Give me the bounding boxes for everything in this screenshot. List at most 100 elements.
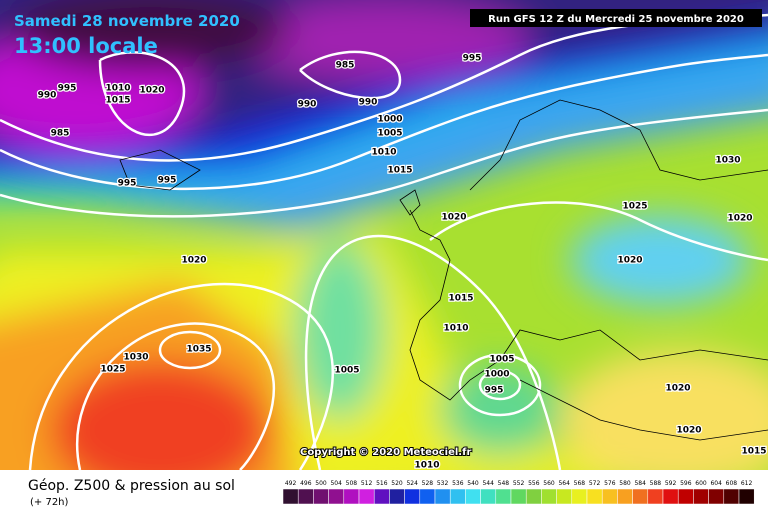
colorbar-swatch xyxy=(328,488,345,505)
colorbar-swatch xyxy=(677,488,694,505)
isobar-label: 1005 xyxy=(334,366,359,376)
colorbar-swatch xyxy=(282,488,299,505)
isobar-label: 1015 xyxy=(741,447,766,457)
colorbar-swatch xyxy=(738,488,755,505)
isobar-label: 995 xyxy=(485,386,504,396)
isobar-label: 1010 xyxy=(371,148,396,158)
colorbar-swatch xyxy=(495,488,512,505)
colorbar-label: 552 xyxy=(513,480,525,487)
colorbar-swatch xyxy=(647,488,664,505)
isobar-label: 1020 xyxy=(665,384,690,394)
colorbar-swatch xyxy=(297,488,314,505)
isobar-label: 1020 xyxy=(676,426,701,436)
colorbar-label: 580 xyxy=(619,480,631,487)
isobar-label: 1005 xyxy=(489,355,514,365)
run-label: Run GFS 12 Z du Mercredi 25 novembre 202… xyxy=(488,14,744,25)
isobar-label: 1015 xyxy=(387,166,412,176)
run-box xyxy=(470,9,762,27)
footer-title: Géop. Z500 & pression au sol xyxy=(28,478,235,494)
colorbar-swatch xyxy=(389,488,405,505)
isobar-label: 1020 xyxy=(181,256,206,266)
colorbar-label: 608 xyxy=(726,480,738,487)
colorbar-label: 596 xyxy=(680,480,692,487)
colorbar-label: 584 xyxy=(634,480,646,487)
colorbar-label: 556 xyxy=(528,480,540,487)
isobar-label: 1020 xyxy=(441,213,466,223)
colorbar-label: 520 xyxy=(391,480,403,487)
colorbar-label: 544 xyxy=(482,480,494,487)
isobar-label: 1020 xyxy=(727,214,752,224)
colorbar-swatch xyxy=(343,488,360,505)
isobar-label: 1000 xyxy=(377,115,402,125)
colorbar-swatch xyxy=(480,488,497,505)
colorbar-label: 540 xyxy=(467,480,479,487)
colorbar-label: 604 xyxy=(710,480,722,487)
colorbar-label: 532 xyxy=(437,480,449,487)
isobar-label: 1030 xyxy=(715,156,740,166)
colorbar-swatch xyxy=(708,488,725,505)
colorbar-swatch xyxy=(693,488,709,505)
colorbar-swatch xyxy=(313,488,329,505)
date-label: Samedi 28 novembre 2020 xyxy=(14,12,240,30)
colorbar-label: 504 xyxy=(330,480,342,487)
colorbar-label: 528 xyxy=(422,480,434,487)
colorbar-label: 576 xyxy=(604,480,616,487)
isobar-label: 990 xyxy=(359,98,378,108)
colorbar-swatch xyxy=(571,488,588,505)
isobar-label: 1010 xyxy=(443,324,468,334)
colorbar-label: 516 xyxy=(376,480,388,487)
colorbar-label: 564 xyxy=(558,480,570,487)
colorbar-label: 536 xyxy=(452,480,464,487)
colorbar-swatch xyxy=(373,488,390,505)
coastlines xyxy=(119,99,768,441)
colorbar-label: 588 xyxy=(650,480,662,487)
colorbar-label: 508 xyxy=(346,480,358,487)
isobar-label: 1000 xyxy=(484,370,509,380)
colorbar-swatch xyxy=(632,488,649,505)
isobar-label: 985 xyxy=(51,129,70,139)
colorbar-swatch xyxy=(449,488,466,505)
isobar-label: 1015 xyxy=(105,96,130,106)
colorbar-label: 496 xyxy=(300,480,312,487)
isobar-label: 1020 xyxy=(139,86,164,96)
colorbar-label: 524 xyxy=(406,480,418,487)
colorbar-label: 572 xyxy=(589,480,601,487)
colorbar: 492 496 500 504 508 512 516 520 524 528 532 536 540 5… xyxy=(282,480,755,505)
isobar-label: 1020 xyxy=(617,256,642,266)
isobar-label: 985 xyxy=(336,61,355,71)
colorbar-swatch xyxy=(556,488,573,505)
isobar-label: 990 xyxy=(298,100,317,110)
isobar-label: 1035 xyxy=(186,345,211,355)
colorbar-swatch xyxy=(419,488,436,505)
colorbar-label: 612 xyxy=(741,480,753,487)
isobar-label: 995 xyxy=(158,176,177,186)
colorbar-label: 592 xyxy=(665,480,677,487)
colorbar-swatch xyxy=(586,488,603,505)
copyright: Copyright © 2020 Meteociel.fr xyxy=(300,447,471,458)
colorbar-swatch xyxy=(465,488,481,505)
colorbar-swatch xyxy=(617,488,633,505)
isobar-label: 1005 xyxy=(377,129,402,139)
colorbar-swatch xyxy=(723,488,740,505)
colorbar-swatch xyxy=(662,488,679,505)
colorbar-label: 600 xyxy=(695,480,707,487)
colorbar-label: 512 xyxy=(361,480,373,487)
isobar-label: 1010 xyxy=(105,84,130,94)
colorbar-swatch xyxy=(358,488,375,505)
isobar-label: 995 xyxy=(58,84,77,94)
isobar-label: 990 xyxy=(38,91,57,101)
colorbar-label: 548 xyxy=(498,480,510,487)
colorbar-label: 560 xyxy=(543,480,555,487)
footer-subtitle: (+ 72h) xyxy=(30,497,69,508)
isobar-label: 1025 xyxy=(100,365,125,375)
colorbar-swatch xyxy=(434,488,451,505)
colorbar-label: 492 xyxy=(285,480,297,487)
isobar-label: 1015 xyxy=(448,294,473,304)
colorbar-swatch xyxy=(541,488,557,505)
time-label: 13:00 locale xyxy=(14,34,158,58)
colorbar-label: 568 xyxy=(574,480,586,487)
colorbar-swatch xyxy=(510,488,527,505)
